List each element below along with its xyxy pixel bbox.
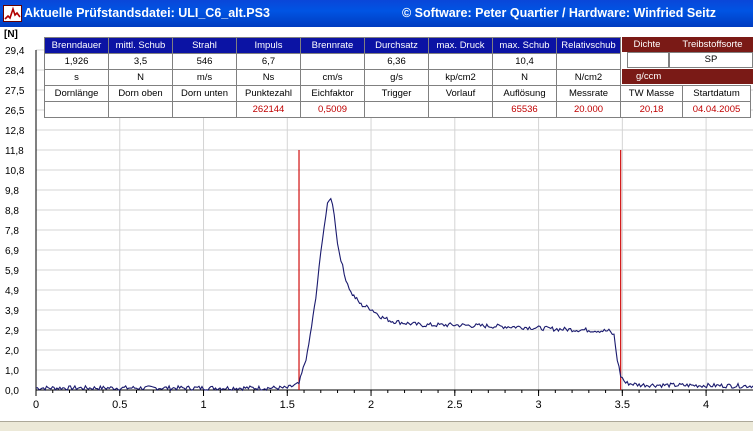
y-tick-label: 7,8 xyxy=(5,226,19,237)
status-bar xyxy=(0,421,753,431)
hdr-punktezahl: Punktezahl xyxy=(236,85,301,102)
treibstoffsorte-field[interactable]: SP xyxy=(669,52,753,68)
val-punktezahl: 262144 xyxy=(236,101,301,118)
hdr-dornlaenge: Dornlänge xyxy=(44,85,109,102)
table-row-values-2: 262144 0,5009 65536 20.000 20,18 04.04.2… xyxy=(44,101,751,118)
val-startdatum: 04.04.2005 xyxy=(682,101,751,118)
hdr-vorlauf: Vorlauf xyxy=(428,85,493,102)
hdr-dorn-unten: Dorn unten xyxy=(172,85,237,102)
unit-n: N xyxy=(108,69,173,86)
hdr-relativschub: Relativschub xyxy=(556,37,621,54)
window-title: Aktuelle Prüfstandsdatei: ULI_C6_alt.PS3 xyxy=(24,6,270,20)
val-max-schub: 10,4 xyxy=(492,53,557,70)
x-tick-label: 0.5 xyxy=(112,399,127,411)
val-trigger xyxy=(364,101,429,118)
val-dorn-oben xyxy=(108,101,173,118)
unit-kpcm2: kp/cm2 xyxy=(428,69,493,86)
app-icon xyxy=(3,5,22,22)
unit-gs: g/s xyxy=(364,69,429,86)
hdr-startdatum: Startdatum xyxy=(682,85,751,102)
hdr-messrate: Messrate xyxy=(556,85,621,102)
val-strahl: 546 xyxy=(172,53,237,70)
y-tick-label: 11,8 xyxy=(5,146,24,157)
hdr-dorn-oben: Dorn oben xyxy=(108,85,173,102)
hdr-eichfaktor: Eichfaktor xyxy=(300,85,365,102)
val-aufloesung: 65536 xyxy=(492,101,557,118)
hdr-durchsatz: Durchsatz xyxy=(364,37,429,54)
val-brenndauer: 1,926 xyxy=(44,53,109,70)
val-dornlaenge xyxy=(44,101,109,118)
unit-ms: m/s xyxy=(172,69,237,86)
dichte-unit-label: g/ccm xyxy=(636,71,662,82)
x-tick-label: 4 xyxy=(703,399,709,411)
val-max-druck xyxy=(428,53,493,70)
unit-ncm2: N/cm2 xyxy=(556,69,621,86)
x-tick-label: 0 xyxy=(33,399,39,411)
x-tick-label: 1 xyxy=(200,399,206,411)
hdr-brenndauer: Brenndauer xyxy=(44,37,109,54)
unit-ns: Ns xyxy=(236,69,301,86)
credits-text: © Software: Peter Quartier / Hardware: W… xyxy=(402,6,717,20)
hdr-tw-masse: TW Masse xyxy=(620,85,683,102)
val-messrate: 20.000 xyxy=(556,101,621,118)
val-vorlauf xyxy=(428,101,493,118)
treibstoffsorte-label: Treibstoffsorte xyxy=(682,39,743,50)
y-tick-label: 9,8 xyxy=(5,186,19,197)
hdr-max-schub: max. Schub xyxy=(492,37,557,54)
dichte-field[interactable] xyxy=(627,52,669,68)
y-tick-label: 1,0 xyxy=(5,366,19,377)
y-tick-label: 3,9 xyxy=(5,306,19,317)
x-tick-label: 2.5 xyxy=(447,399,462,411)
y-tick-label: 2,0 xyxy=(5,346,19,357)
y-tick-label: 0,0 xyxy=(5,386,19,397)
hdr-strahl: Strahl xyxy=(172,37,237,54)
side-header: Dichte Treibstoffsorte xyxy=(622,37,753,52)
hdr-impuls: Impuls xyxy=(236,37,301,54)
x-tick-label: 2 xyxy=(368,399,374,411)
val-eichfaktor: 0,5009 xyxy=(300,101,365,118)
y-tick-label: 6,9 xyxy=(5,246,19,257)
y-tick-label: 5,9 xyxy=(5,266,19,277)
val-mittl-schub: 3,5 xyxy=(108,53,173,70)
hdr-brennrate: Brennrate xyxy=(300,37,365,54)
hdr-max-druck: max. Druck xyxy=(428,37,493,54)
unit-s: s xyxy=(44,69,109,86)
table-row-headers-1: Brenndauer mittl. Schub Strahl Impuls Br… xyxy=(44,37,751,54)
x-tick-label: 3 xyxy=(536,399,542,411)
hdr-trigger: Trigger xyxy=(364,85,429,102)
val-dorn-unten xyxy=(172,101,237,118)
y-tick-label: 8,8 xyxy=(5,206,19,217)
y-tick-label: 27,5 xyxy=(5,86,25,97)
table-row-values-1: 1,926 3,5 546 6,7 6,36 10,4 xyxy=(44,53,751,70)
val-brennrate xyxy=(300,53,365,70)
x-tick-label: 3.5 xyxy=(615,399,630,411)
y-tick-label: 4,9 xyxy=(5,286,19,297)
y-axis-unit: [N] xyxy=(4,29,18,40)
table-row-units: s N m/s Ns cm/s g/s kp/cm2 N N/cm2 xyxy=(44,69,751,86)
hdr-mittl-schub: mittl. Schub xyxy=(108,37,173,54)
title-bar[interactable]: Aktuelle Prüfstandsdatei: ULI_C6_alt.PS3… xyxy=(0,0,753,27)
val-relativschub xyxy=(556,53,621,70)
measurement-table: Brenndauer mittl. Schub Strahl Impuls Br… xyxy=(44,37,751,118)
y-tick-label: 26,5 xyxy=(5,106,25,117)
thrust-series-line xyxy=(35,197,753,392)
dichte-unit: g/ccm xyxy=(622,69,753,84)
dichte-label: Dichte xyxy=(633,39,661,50)
val-impuls: 6,7 xyxy=(236,53,301,70)
unit-n-max: N xyxy=(492,69,557,86)
y-tick-label: 2,9 xyxy=(5,326,19,337)
table-row-headers-2: Dornlänge Dorn oben Dorn unten Punktezah… xyxy=(44,85,751,102)
y-tick-label: 12,8 xyxy=(5,126,25,137)
hdr-aufloesung: Auflösung xyxy=(492,85,557,102)
y-tick-label: 28,4 xyxy=(5,66,25,77)
val-tw-masse: 20,18 xyxy=(620,101,683,118)
y-tick-label: 10,8 xyxy=(5,166,25,177)
val-durchsatz: 6,36 xyxy=(364,53,429,70)
unit-cms: cm/s xyxy=(300,69,365,86)
y-tick-label: 29,4 xyxy=(5,46,25,57)
x-tick-label: 1.5 xyxy=(280,399,295,411)
